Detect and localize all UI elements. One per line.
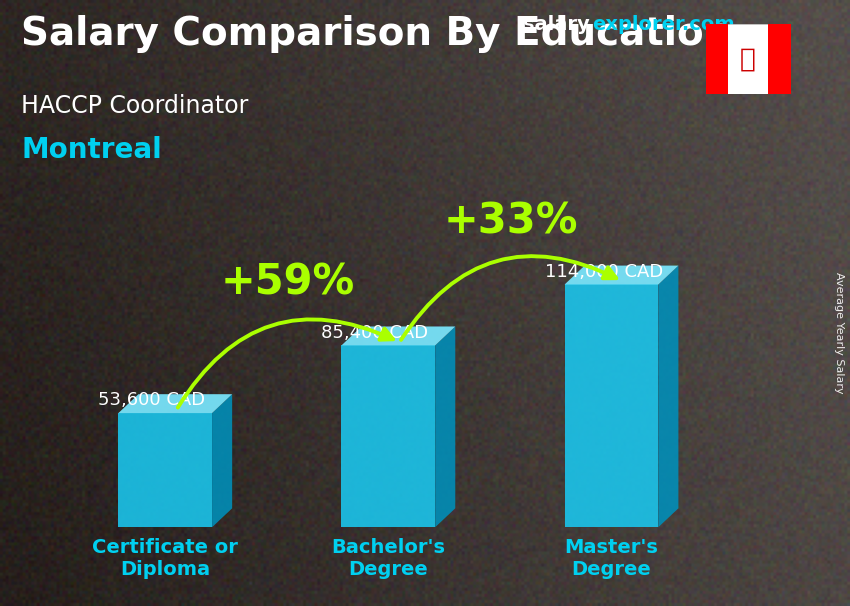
FancyArrowPatch shape	[178, 319, 393, 408]
Text: 114,000 CAD: 114,000 CAD	[545, 263, 663, 281]
Text: 85,400 CAD: 85,400 CAD	[321, 324, 428, 342]
Polygon shape	[564, 265, 678, 284]
Polygon shape	[118, 413, 212, 527]
Text: salary: salary	[523, 15, 590, 34]
Polygon shape	[706, 24, 791, 94]
Text: HACCP Coordinator: HACCP Coordinator	[21, 94, 248, 118]
Polygon shape	[342, 345, 435, 527]
Text: explorer.com: explorer.com	[592, 15, 735, 34]
FancyArrowPatch shape	[401, 256, 616, 340]
Text: Montreal: Montreal	[21, 136, 162, 164]
Text: +59%: +59%	[221, 261, 355, 304]
Polygon shape	[706, 24, 728, 94]
Polygon shape	[118, 394, 232, 413]
Polygon shape	[658, 265, 678, 527]
Text: 🍁: 🍁	[740, 46, 756, 72]
Text: Salary Comparison By Education: Salary Comparison By Education	[21, 15, 732, 53]
Text: 53,600 CAD: 53,600 CAD	[99, 391, 206, 409]
Polygon shape	[342, 327, 456, 345]
Text: +33%: +33%	[444, 201, 578, 242]
Polygon shape	[768, 24, 791, 94]
Polygon shape	[212, 394, 232, 527]
Text: Average Yearly Salary: Average Yearly Salary	[834, 273, 844, 394]
Polygon shape	[435, 327, 456, 527]
Polygon shape	[564, 284, 658, 527]
